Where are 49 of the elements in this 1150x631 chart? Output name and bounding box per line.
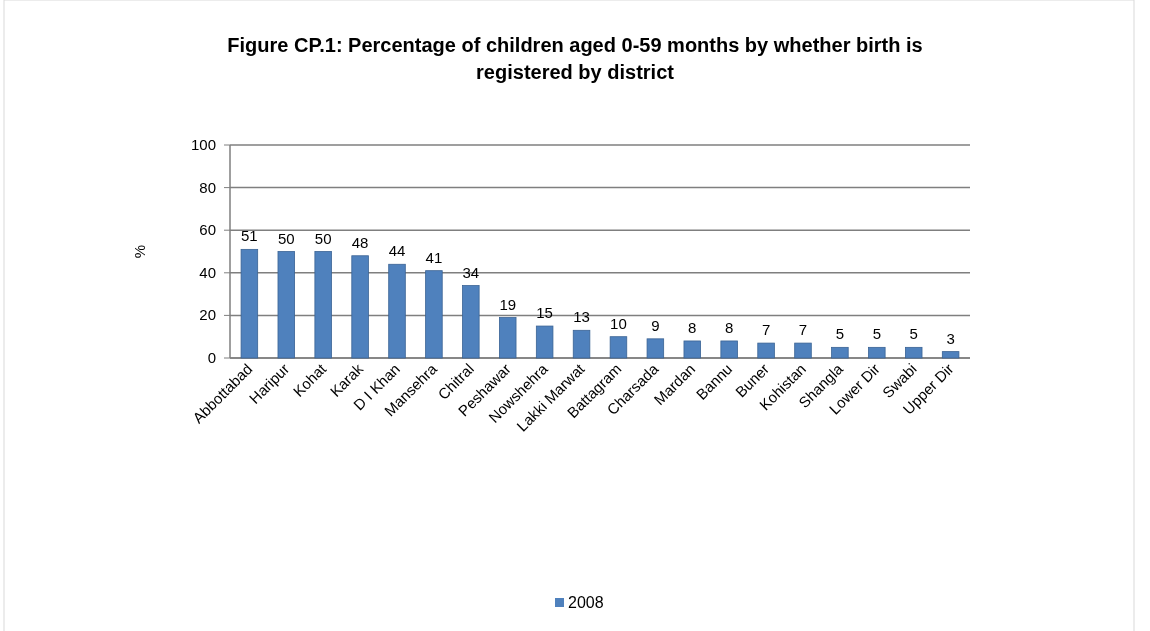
bar [462,285,480,359]
data-label: 50 [314,229,332,247]
data-label: 3 [946,329,955,347]
legend-label: 2008 [568,594,604,611]
data-label: 10 [610,314,627,332]
y-tick-label: 20 [199,306,216,324]
data-label: 15 [536,304,553,322]
data-label: 8 [688,318,697,336]
data-label: 5 [835,325,845,343]
data-label: 5 [909,325,918,343]
bar [941,351,960,359]
y-axis-title: % [131,244,148,259]
data-label: 8 [725,318,734,336]
bar [351,255,369,359]
y-tick-label: 0 [207,349,216,366]
bar [314,251,332,359]
data-label: 51 [241,227,258,245]
y-tick-label: 60 [199,221,216,239]
bar [757,342,775,359]
bar [572,329,591,359]
data-label: 9 [651,316,660,334]
y-tick-label: 100 [190,136,216,153]
bar [240,248,259,359]
data-label: 41 [425,248,443,266]
data-label: 19 [499,295,517,313]
bar [646,338,665,359]
bar [683,340,701,359]
y-tick-label: 40 [199,263,216,281]
bar [425,270,443,359]
data-label: 7 [761,321,771,339]
data-label: 50 [277,229,295,247]
data-label: 13 [573,308,590,326]
bar [609,336,628,359]
bar [499,317,517,359]
bar [868,346,886,359]
bar [831,346,849,359]
chart-title: Figure CP.1: Percentage of children aged 0-59 months by whether birth is registered by district [227,34,923,83]
data-label: 34 [462,263,480,281]
bar [388,263,406,359]
data-label: 48 [351,233,369,251]
bar [277,251,295,359]
bar [535,325,554,359]
data-label: 44 [388,242,406,260]
bar [794,342,812,359]
bar [905,346,923,359]
bar [720,340,738,359]
data-label: 5 [872,325,881,343]
y-tick-label: 80 [199,178,216,196]
data-label: 7 [798,321,808,339]
